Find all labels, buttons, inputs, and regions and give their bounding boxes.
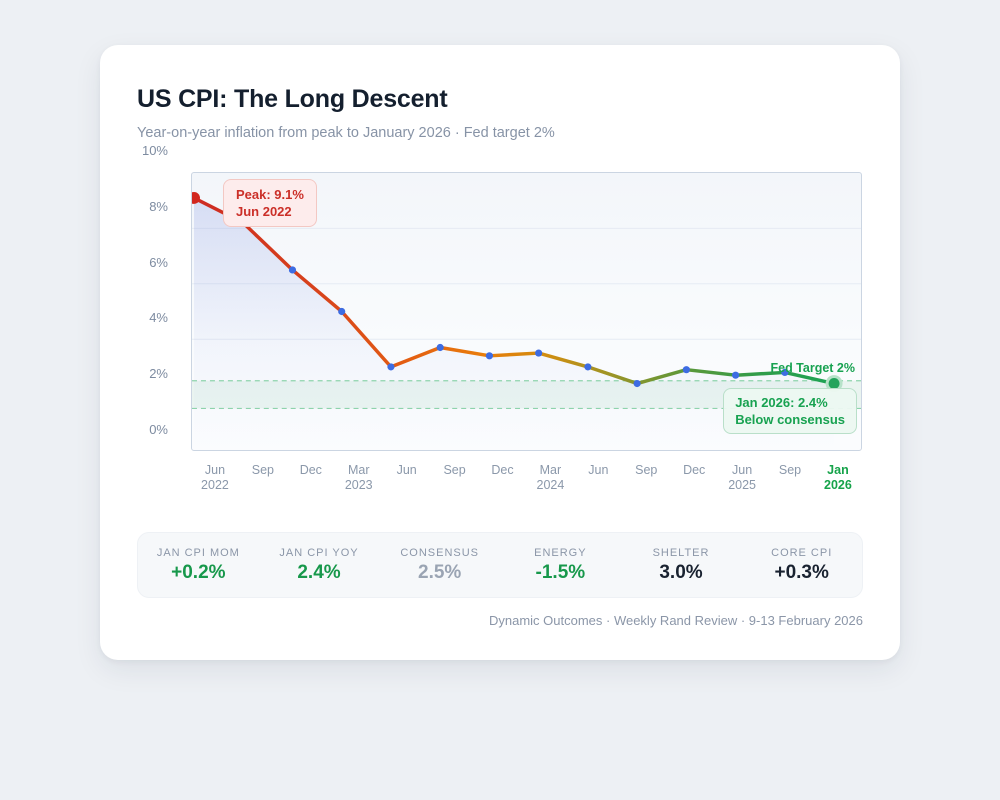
stat-label: CONSENSUS	[400, 546, 479, 559]
data-point-dot	[584, 363, 592, 371]
stat-shelter: SHELTER 3.0%	[621, 547, 742, 584]
x-axis-tick-label: Sep	[251, 463, 274, 477]
data-point-dot	[781, 368, 789, 377]
cpi-line	[192, 196, 836, 386]
stat-label: JAN CPI MOM	[156, 546, 240, 559]
area-fill	[193, 197, 835, 450]
x-axis-tick-label: Dec	[299, 463, 322, 477]
stat-value: 2.4%	[297, 561, 341, 583]
plot-area: Peak: 9.1% Jun 2022 Fed Target 2% Jan 20…	[191, 172, 862, 451]
report-card: US CPI: The Long Descent Year-on-year in…	[100, 45, 900, 660]
x-axis-tick-label: Sep	[778, 463, 802, 477]
latest-value-note: Below consensus	[735, 412, 845, 427]
stat-jan-cpi-yoy: JAN CPI YOY 2.4%	[259, 547, 380, 584]
stat-label: SHELTER	[652, 546, 710, 559]
stat-value: +0.2%	[171, 561, 226, 583]
fed-target-label: Fed Target 2%	[770, 361, 855, 375]
x-axis: Jun 2022 Sep Dec Mar 2023 Jun Sep Dec Mar 2024 Jun S…	[191, 463, 862, 492]
data-point-dot	[485, 352, 494, 360]
stat-jan-cpi-mom: JAN CPI MOM +0.2%	[138, 547, 259, 584]
stats-row: JAN CPI MOM +0.2% JAN CPI YOY 2.4% CONSENSUS…	[137, 532, 863, 598]
x-axis-tick-label: Sep	[443, 463, 466, 477]
footer-attribution: Dynamic Outcomes · Weekly Rand Review · …	[488, 613, 863, 628]
stat-value: 2.5%	[418, 561, 462, 583]
x-axis-tick-label: Dec	[683, 463, 706, 477]
x-axis-tick-label: Mar 2024	[536, 463, 565, 492]
stat-label: JAN CPI YOY	[279, 546, 359, 559]
stat-value: +0.3%	[774, 561, 829, 583]
latest-value-text: Jan 2026: 2.4%	[735, 395, 828, 410]
chart-subtitle: Year-on-year inflation from peak to Janu…	[137, 125, 555, 141]
y-axis: 10% 8% 6% 4% 2% 0%	[124, 143, 168, 451]
stat-consensus: CONSENSUS 2.5%	[379, 547, 500, 584]
data-point-dot	[387, 363, 395, 371]
peak-annotation-date: Jun 2022	[236, 204, 292, 219]
peak-annotation-value: Peak: 9.1%	[236, 187, 304, 202]
y-axis-tick-label: 6%	[149, 254, 168, 270]
y-axis-tick-label: 10%	[141, 143, 168, 158]
y-axis-tick-label: 0%	[149, 422, 168, 437]
stat-label: ENERGY	[534, 546, 587, 559]
data-point-dot	[732, 371, 740, 379]
latest-value-annotation: Jan 2026: 2.4% Below consensus	[723, 388, 857, 434]
data-point-dot	[682, 366, 690, 374]
y-axis-tick-label: 8%	[149, 198, 168, 214]
y-axis-tick-label: 4%	[149, 310, 168, 326]
x-axis-tick-label: Jan 2026	[824, 463, 852, 492]
data-point-dot	[338, 307, 346, 316]
page-title: US CPI: The Long Descent	[137, 85, 448, 113]
x-axis-tick-label: Sep	[635, 463, 658, 477]
peak-annotation: Peak: 9.1% Jun 2022	[223, 179, 317, 227]
data-point-dot	[436, 343, 444, 352]
x-axis-tick-label: Jun 2025	[728, 463, 756, 492]
x-axis-tick-label: Jun 2022	[201, 463, 229, 492]
x-axis-tick-label: Mar 2023	[344, 463, 373, 492]
x-axis-tick-label: Dec	[491, 463, 514, 477]
stat-label: CORE CPI	[771, 546, 833, 559]
x-axis-tick-label: Jun	[396, 463, 417, 477]
stat-energy: ENERGY -1.5%	[500, 547, 621, 584]
stat-core-cpi: CORE CPI +0.3%	[741, 547, 862, 584]
x-axis-tick-label: Jun	[588, 463, 609, 477]
y-axis-tick-label: 2%	[149, 366, 168, 382]
stat-value: 3.0%	[659, 561, 703, 583]
data-point-dot	[192, 191, 200, 204]
stat-value: -1.5%	[535, 561, 586, 583]
data-point-dot	[633, 379, 641, 388]
data-point-dot	[535, 349, 543, 357]
data-point-dot	[288, 266, 297, 274]
